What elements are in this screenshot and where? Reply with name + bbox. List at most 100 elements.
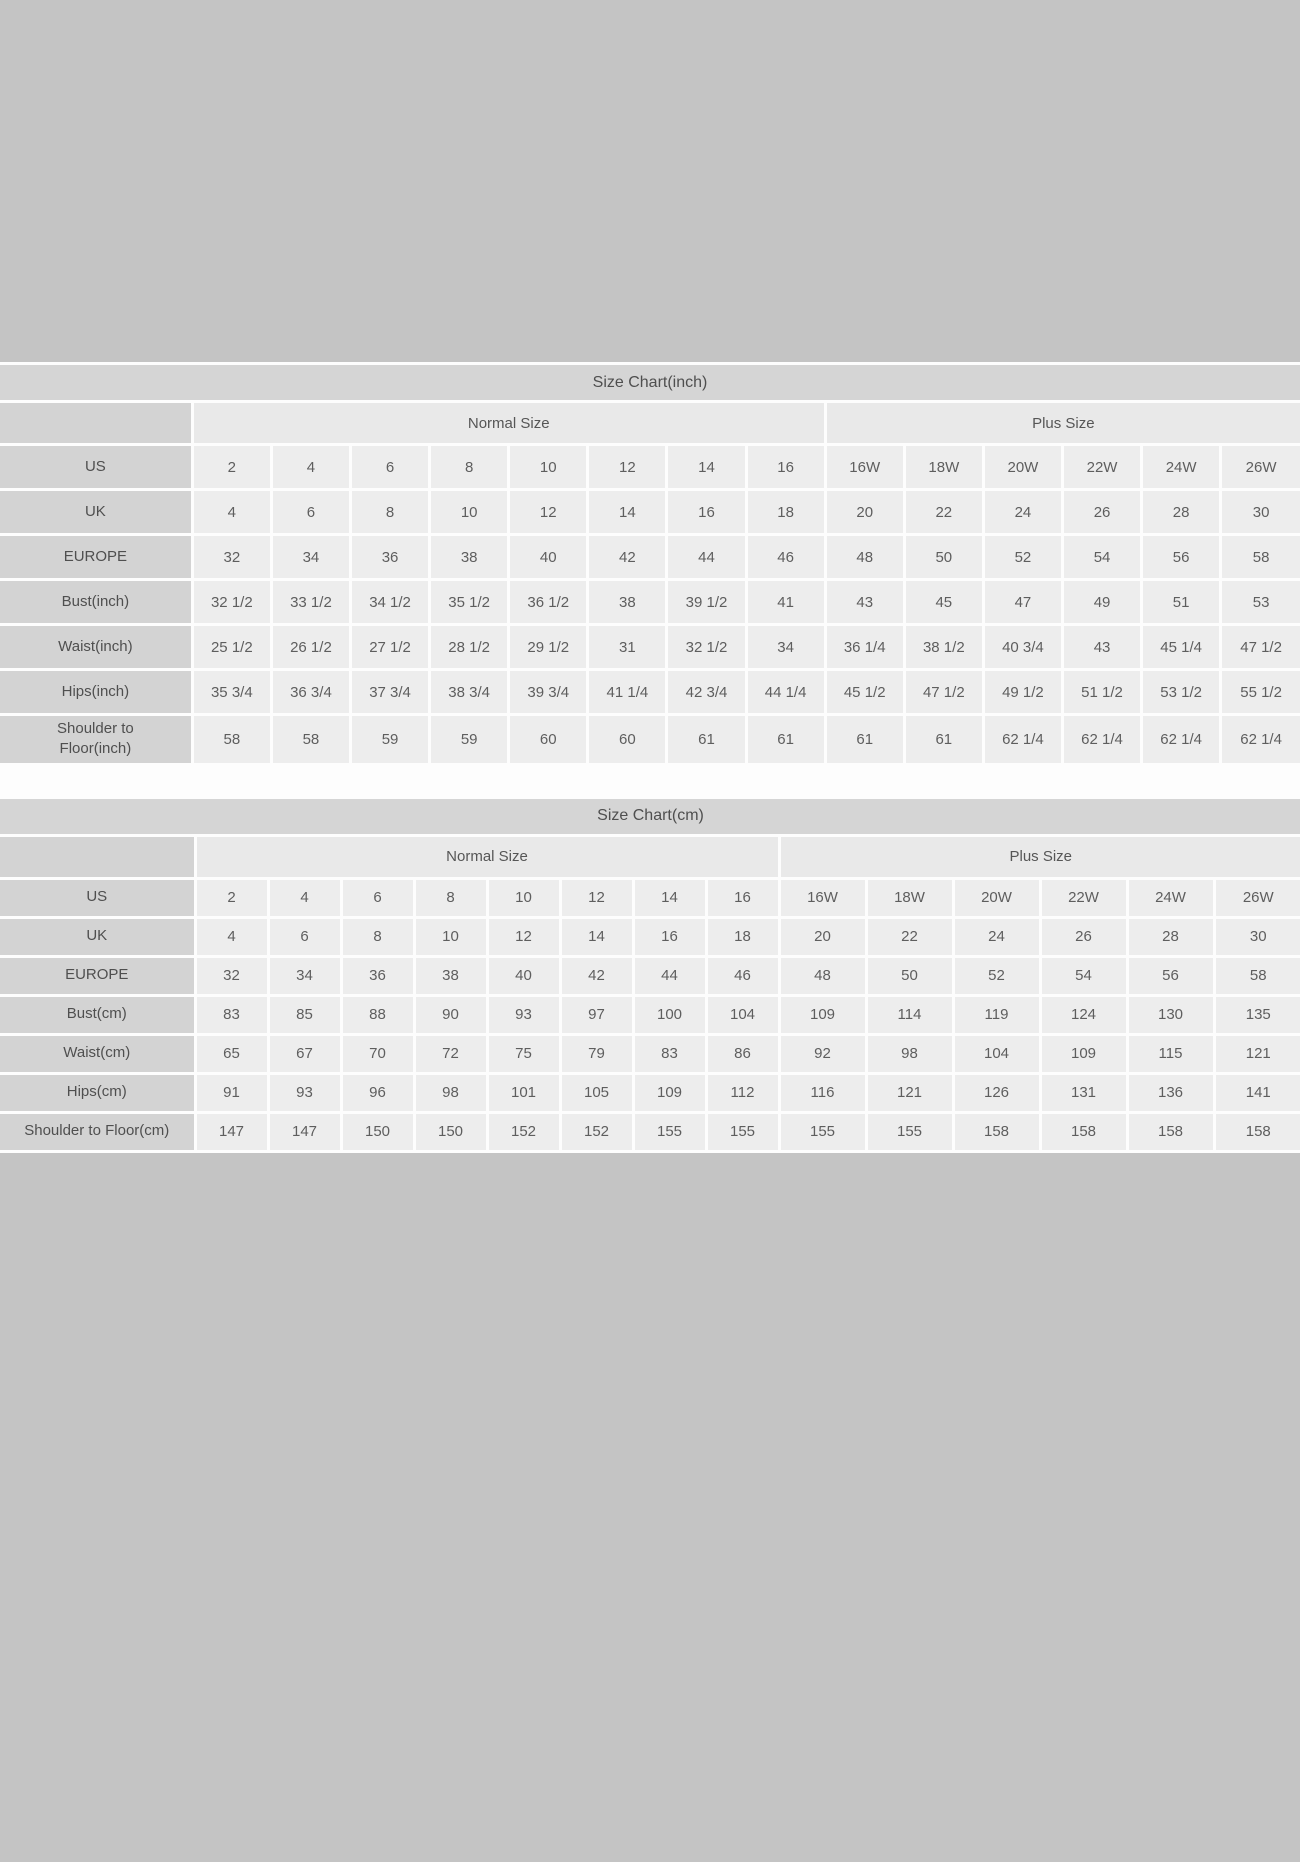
- group-header-plus-size: Plus Size: [823, 400, 1300, 446]
- table-cell: 27 1/2: [348, 623, 432, 671]
- table-cell: 32: [190, 533, 273, 581]
- table-cell: 98: [864, 1032, 955, 1075]
- table-row: Hips(cm) 91 93 96 98 101 105 109 112 116 121 126 131…: [0, 1071, 1300, 1114]
- table-cell: 58: [190, 713, 273, 766]
- table-cell: 48: [777, 954, 868, 997]
- table-cell: 58: [1212, 954, 1300, 997]
- table-cell: 51: [1140, 578, 1223, 626]
- table-cell: 100: [631, 993, 708, 1036]
- table-cell: 26: [1038, 915, 1129, 958]
- table-cell: 59: [428, 713, 511, 766]
- table-cell: 53: [1219, 578, 1300, 626]
- table-cell: 14: [631, 876, 708, 919]
- table-cell: 20W: [951, 876, 1042, 919]
- table-cell: 158: [1038, 1110, 1129, 1153]
- table-row: UK 4 6 8 10 12 14 16 18 20 22 24 26 28 30: [0, 488, 1300, 536]
- table-cell: 6: [348, 443, 432, 491]
- table-cell: 147: [266, 1110, 343, 1153]
- table-cell: 141: [1212, 1071, 1300, 1114]
- size-chart-panel: Size Chart(inch) Normal Size Plus Size U…: [0, 362, 1300, 1153]
- table-cell: 62 1/4: [1060, 713, 1144, 766]
- table-cell: 42 3/4: [665, 668, 748, 716]
- row-label: US: [0, 443, 194, 491]
- table-cell: 135: [1212, 993, 1300, 1036]
- table-row: UK 4 6 8 10 12 14 16 18 20 22 24 26 28 30: [0, 915, 1300, 958]
- table-cell: 30: [1212, 915, 1300, 958]
- table-cell: 49 1/2: [981, 668, 1064, 716]
- table-cell: 36 3/4: [269, 668, 353, 716]
- row-label: Hips(inch): [0, 668, 194, 716]
- table-cell: 72: [412, 1032, 489, 1075]
- table-cell: 152: [485, 1110, 562, 1153]
- table-cell: 101: [485, 1071, 562, 1114]
- corner-cell: [0, 400, 194, 446]
- table-row: Bust(cm) 83 85 88 90 93 97 100 104 109 114 119 124 13…: [0, 993, 1300, 1036]
- table-cell: 18: [704, 915, 781, 958]
- table-cell: 93: [485, 993, 562, 1036]
- table-cell: 88: [339, 993, 416, 1036]
- row-label: Waist(inch): [0, 623, 194, 671]
- table-cell: 45 1/4: [1140, 623, 1223, 671]
- table-cell: 34 1/2: [348, 578, 432, 626]
- row-label: EUROPE: [0, 954, 197, 997]
- table-title-row: Size Chart(cm): [0, 795, 1300, 837]
- table-cell: 33 1/2: [269, 578, 353, 626]
- table-cell: 96: [339, 1071, 416, 1114]
- table-cell: 58: [269, 713, 353, 766]
- table-cell: 4: [193, 915, 270, 958]
- row-label: US: [0, 876, 197, 919]
- table-cell: 104: [951, 1032, 1042, 1075]
- table-cell: 54: [1060, 533, 1144, 581]
- table-cell: 40: [507, 533, 590, 581]
- table-cell: 38: [428, 533, 511, 581]
- table-cell: 59: [348, 713, 432, 766]
- table-cell: 48: [823, 533, 906, 581]
- table-cell: 12: [586, 443, 669, 491]
- table-cell: 6: [339, 876, 416, 919]
- table-cell: 18: [744, 488, 827, 536]
- table-cell: 37 3/4: [348, 668, 432, 716]
- table-cell: 24W: [1140, 443, 1223, 491]
- table-cell: 35 1/2: [428, 578, 511, 626]
- table-cell: 54: [1038, 954, 1129, 997]
- table-cell: 124: [1038, 993, 1129, 1036]
- table-cell: 49: [1060, 578, 1144, 626]
- row-label: Shoulder to Floor(inch): [0, 713, 194, 766]
- table-cell: 56: [1140, 533, 1223, 581]
- table-cell: 75: [485, 1032, 562, 1075]
- table-cell: 25 1/2: [190, 623, 273, 671]
- table-cell: 109: [631, 1071, 708, 1114]
- table-cell: 4: [190, 488, 273, 536]
- size-chart-inch-table: Size Chart(inch) Normal Size Plus Size U…: [0, 362, 1300, 766]
- table-cell: 38 1/2: [902, 623, 985, 671]
- table-cell: 28 1/2: [428, 623, 511, 671]
- table-cell: 47 1/2: [902, 668, 985, 716]
- table-cell: 43: [1060, 623, 1144, 671]
- table-cell: 12: [558, 876, 635, 919]
- table-cell: 16W: [777, 876, 868, 919]
- table-cell: 4: [269, 443, 353, 491]
- group-header-normal-size: Normal Size: [193, 833, 781, 880]
- table-cell: 104: [704, 993, 781, 1036]
- table-cell: 50: [864, 954, 955, 997]
- table-cell: 56: [1125, 954, 1216, 997]
- table-cell: 52: [981, 533, 1064, 581]
- table-cell: 18W: [864, 876, 955, 919]
- table-cell: 61: [744, 713, 827, 766]
- table-cell: 32: [193, 954, 270, 997]
- table-cell: 114: [864, 993, 955, 1036]
- table-cell: 36 1/2: [507, 578, 590, 626]
- row-label: Shoulder to Floor(cm): [0, 1110, 197, 1153]
- table-title-row: Size Chart(inch): [0, 362, 1300, 403]
- table-cell: 155: [777, 1110, 868, 1153]
- table-cell: 8: [428, 443, 511, 491]
- table-body: US 2 4 6 8 10 12 14 16 16W 18W 20W 22W 24W 26W UK 4 6 8 10 1…: [0, 443, 1300, 766]
- size-group-header-row: Normal Size Plus Size: [0, 400, 1300, 446]
- table-cell: 22W: [1038, 876, 1129, 919]
- table-cell: 91: [193, 1071, 270, 1114]
- table-cell: 44: [665, 533, 748, 581]
- table-cell: 10: [507, 443, 590, 491]
- table-cell: 31: [586, 623, 669, 671]
- table-cell: 8: [339, 915, 416, 958]
- table-cell: 35 3/4: [190, 668, 273, 716]
